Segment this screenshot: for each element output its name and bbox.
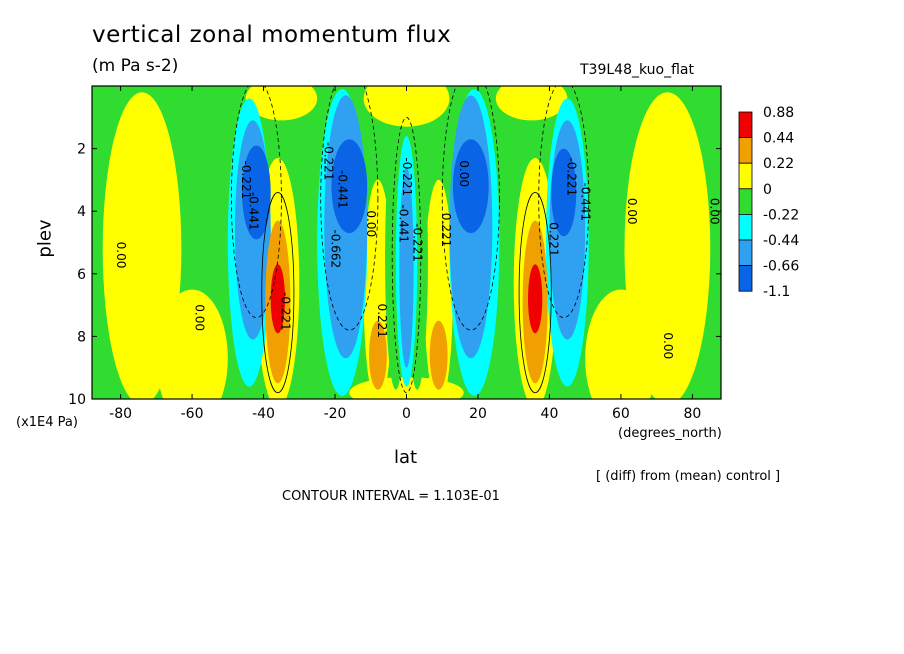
legend-swatch — [738, 265, 753, 292]
contour-label: 0.221 — [375, 304, 389, 338]
contour-labels: 0.00-0.221-0.441-0.221-0.441-0.6620.00-0… — [114, 142, 721, 359]
contour-label: 0.00 — [114, 242, 128, 269]
contour-label: 0.00 — [193, 304, 207, 331]
color-legend: 0.88 0.44 0.22 0 -0.22 -0.44 -0.66 -1.1 — [738, 105, 799, 300]
legend-label: 0.44 — [763, 131, 794, 147]
x-axis-label: lat — [394, 447, 418, 468]
chart-title: vertical zonal momentum flux — [92, 22, 452, 48]
contour-label: -0.441 — [246, 192, 260, 231]
x-tick-label: 0 — [402, 406, 411, 422]
y-tick-label: 4 — [77, 204, 86, 220]
contour-fill-orange — [429, 320, 448, 390]
y-tick-label: 2 — [77, 142, 86, 158]
legend-label: -0.44 — [763, 233, 799, 249]
contour-label: -0.221 — [239, 161, 253, 200]
diff-annotation: [ (diff) from (mean) control ] — [596, 469, 781, 484]
legend-swatch — [738, 239, 753, 267]
contour-fill-yellow — [363, 86, 450, 127]
contour-fill-blue — [331, 139, 368, 234]
contour-label: 0.00 — [707, 198, 721, 225]
legend-label: 0.22 — [763, 156, 794, 172]
axes: -80 -60 -40 -20 0 20 40 60 80 2 4 6 8 10 — [68, 86, 721, 422]
contour-label: -0.441 — [396, 204, 410, 243]
contour-label: -0.441 — [579, 182, 593, 221]
negative-contour-line — [441, 86, 500, 331]
x-tick-label: -80 — [109, 406, 132, 422]
y-tick-label: 8 — [77, 329, 86, 345]
y-axis-multiplier: (x1E4 Pa) — [16, 415, 78, 430]
positive-contour-line — [261, 192, 295, 394]
legend-label: -0.66 — [763, 259, 799, 275]
positive-contour-line — [518, 192, 552, 394]
contour-label: 0.221 — [546, 222, 560, 256]
contour-label: -0.221 — [411, 223, 425, 262]
contour-label: -0.221 — [400, 157, 414, 196]
contour-fill-blue — [452, 139, 489, 234]
x-axis-units: (degrees_north) — [618, 426, 722, 441]
x-tick-label: 20 — [469, 406, 487, 422]
contour-fill-blue — [551, 148, 577, 237]
contour-label: 0.00 — [661, 332, 675, 359]
contour-label: 0.00 — [457, 160, 471, 187]
chart-units: (m Pa s-2) — [92, 56, 179, 76]
contour-label: -0.221 — [564, 157, 578, 196]
legend-swatch — [738, 162, 753, 190]
run-label: T39L48_kuo_flat — [580, 62, 694, 78]
legend-label: 0 — [763, 182, 772, 198]
contour-label: -0.221 — [321, 142, 335, 181]
legend-swatch — [738, 137, 753, 164]
plot-area — [92, 86, 721, 399]
contour-label: -0.662 — [328, 229, 342, 268]
legend-swatch — [738, 111, 753, 139]
contour-interval-note: CONTOUR INTERVAL = 1.103E-01 — [282, 489, 500, 504]
contour-fill-yellow — [156, 289, 228, 399]
x-tick-label: 40 — [541, 406, 559, 422]
contour-fill-yellow — [585, 289, 657, 399]
contour-label: -0.441 — [336, 170, 350, 209]
contour-fill-orange — [368, 320, 387, 390]
negative-contour-line — [230, 86, 282, 318]
negative-contour-line — [391, 116, 422, 394]
contour-label: 0.00 — [625, 198, 639, 225]
x-tick-label: -20 — [324, 406, 347, 422]
x-tick-label: -60 — [181, 406, 204, 422]
contour-fill-red — [270, 264, 285, 334]
contour-fill-yellow — [245, 86, 318, 121]
x-tick-label: 80 — [683, 406, 701, 422]
contour-fill-red — [528, 264, 543, 334]
contour-fill-yellow — [495, 86, 568, 121]
negative-contour-line — [320, 86, 379, 331]
x-tick-label: -40 — [252, 406, 275, 422]
legend-label: -1.1 — [763, 284, 790, 300]
legend-label: 0.88 — [763, 105, 794, 121]
y-tick-label: 6 — [77, 267, 86, 283]
contour-label: 0.00 — [364, 210, 378, 237]
contour-label: -0.221 — [278, 292, 292, 331]
legend-swatch — [738, 213, 753, 241]
y-tick-label: 10 — [68, 392, 86, 408]
contour-fill-lblue — [399, 167, 414, 368]
contour-label: 0.221 — [439, 213, 453, 247]
legend-label: -0.22 — [763, 207, 799, 223]
legend-swatch — [738, 188, 753, 215]
x-tick-label: 60 — [612, 406, 630, 422]
contour-fill-blue — [242, 145, 271, 240]
